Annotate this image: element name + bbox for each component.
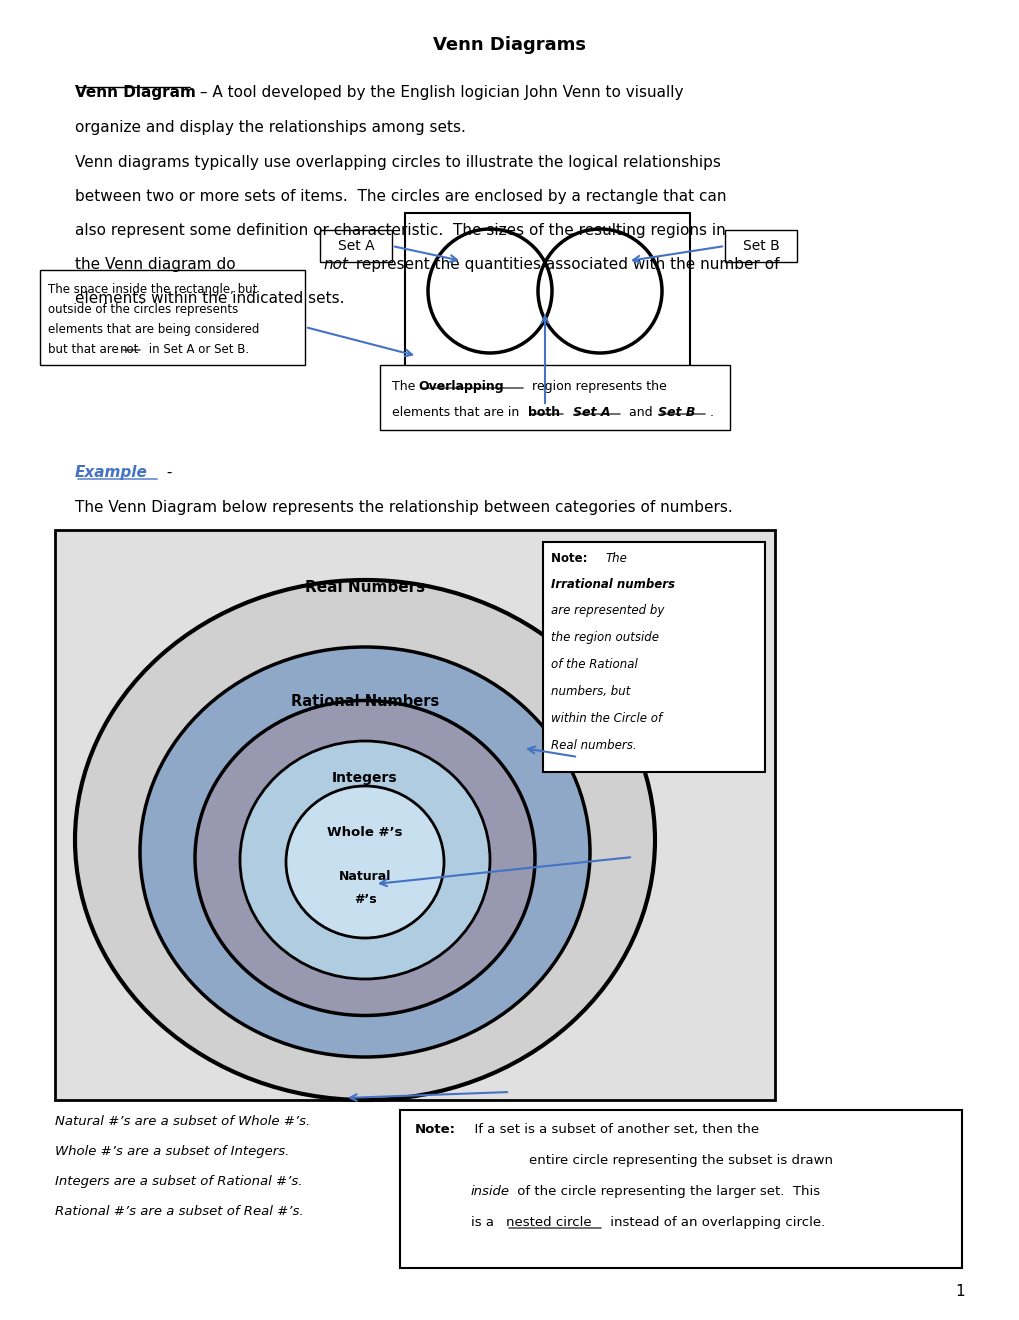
- Text: instead of an overlapping circle.: instead of an overlapping circle.: [605, 1216, 824, 1229]
- Text: represent the quantities associated with the number of: represent the quantities associated with…: [351, 257, 779, 272]
- FancyBboxPatch shape: [542, 543, 764, 772]
- Text: Whole #’s: Whole #’s: [327, 825, 403, 838]
- Text: Integers are a subset of Rational #’s.: Integers are a subset of Rational #’s.: [55, 1175, 303, 1188]
- Text: elements that are in: elements that are in: [391, 407, 523, 418]
- Ellipse shape: [239, 741, 489, 979]
- Text: not: not: [323, 257, 347, 272]
- Text: Integers: Integers: [332, 771, 397, 785]
- Text: region represents the: region represents the: [528, 380, 666, 393]
- Text: Natural: Natural: [338, 870, 391, 883]
- FancyBboxPatch shape: [725, 230, 796, 261]
- Ellipse shape: [75, 579, 654, 1100]
- Text: Set B: Set B: [657, 407, 695, 418]
- Text: Real Numbers: Real Numbers: [305, 581, 425, 595]
- Text: also represent some definition or characteristic.  The sizes of the resulting re: also represent some definition or charac…: [75, 223, 726, 238]
- Text: inside: inside: [471, 1185, 510, 1199]
- Text: Set B: Set B: [742, 239, 779, 253]
- Ellipse shape: [195, 701, 535, 1015]
- Text: Venn diagrams typically use overlapping circles to illustrate the logical relati: Venn diagrams typically use overlapping …: [75, 154, 720, 170]
- Text: Irrational numbers: Irrational numbers: [550, 578, 675, 591]
- Text: Whole #’s are a subset of Integers.: Whole #’s are a subset of Integers.: [55, 1144, 289, 1158]
- Text: organize and display the relationships among sets.: organize and display the relationships a…: [75, 120, 466, 135]
- Text: in Set A or Set B.: in Set A or Set B.: [145, 343, 249, 356]
- Text: Real numbers.: Real numbers.: [550, 739, 636, 752]
- Text: 1: 1: [954, 1284, 964, 1299]
- Text: If a set is a subset of another set, then the: If a set is a subset of another set, the…: [466, 1123, 758, 1137]
- Text: #’s: #’s: [354, 894, 376, 907]
- Text: The: The: [391, 380, 419, 393]
- Text: of the circle representing the larger set.  This: of the circle representing the larger se…: [513, 1185, 819, 1199]
- Text: .: .: [709, 407, 713, 418]
- Text: Rational #’s are a subset of Real #’s.: Rational #’s are a subset of Real #’s.: [55, 1205, 304, 1218]
- FancyBboxPatch shape: [405, 213, 689, 368]
- Text: The space inside the rectangle, but: The space inside the rectangle, but: [48, 282, 257, 296]
- Text: nested circle: nested circle: [505, 1216, 591, 1229]
- FancyBboxPatch shape: [40, 271, 305, 366]
- Text: Set A: Set A: [573, 407, 610, 418]
- Text: Natural #’s are a subset of Whole #’s.: Natural #’s are a subset of Whole #’s.: [55, 1115, 310, 1129]
- Text: -: -: [162, 465, 172, 480]
- Text: Set A: Set A: [337, 239, 374, 253]
- Text: Venn Diagrams: Venn Diagrams: [433, 36, 586, 54]
- FancyBboxPatch shape: [380, 366, 730, 430]
- Text: elements that are being considered: elements that are being considered: [48, 323, 259, 337]
- Text: but that are: but that are: [48, 343, 122, 356]
- FancyBboxPatch shape: [55, 531, 774, 1100]
- Text: not: not: [120, 343, 140, 356]
- Text: between two or more sets of items.  The circles are enclosed by a rectangle that: between two or more sets of items. The c…: [75, 189, 726, 205]
- Text: the region outside: the region outside: [550, 631, 658, 644]
- Text: Venn Diagram: Venn Diagram: [75, 84, 196, 100]
- FancyBboxPatch shape: [399, 1110, 961, 1269]
- FancyBboxPatch shape: [320, 230, 391, 261]
- Text: is a: is a: [471, 1216, 497, 1229]
- Text: numbers, but: numbers, but: [550, 685, 630, 698]
- Text: The: The: [604, 552, 627, 565]
- Text: entire circle representing the subset is drawn: entire circle representing the subset is…: [529, 1154, 833, 1167]
- Text: are represented by: are represented by: [550, 605, 663, 616]
- Text: within the Circle of: within the Circle of: [550, 711, 661, 725]
- Text: Note:: Note:: [550, 552, 595, 565]
- Text: of the Rational: of the Rational: [550, 657, 637, 671]
- Text: Overlapping: Overlapping: [418, 380, 503, 393]
- Text: the Venn diagram do: the Venn diagram do: [75, 257, 240, 272]
- Ellipse shape: [140, 647, 589, 1057]
- Text: Note:: Note:: [415, 1123, 455, 1137]
- Text: and: and: [625, 407, 656, 418]
- Text: both: both: [528, 407, 559, 418]
- Text: – A tool developed by the English logician John Venn to visually: – A tool developed by the English logici…: [195, 84, 683, 100]
- Text: outside of the circles represents: outside of the circles represents: [48, 304, 238, 315]
- Text: The Venn Diagram below represents the relationship between categories of numbers: The Venn Diagram below represents the re…: [75, 500, 732, 515]
- Text: elements within the indicated sets.: elements within the indicated sets.: [75, 290, 344, 306]
- Text: Rational Numbers: Rational Numbers: [290, 694, 439, 709]
- Ellipse shape: [285, 785, 443, 939]
- Text: Example: Example: [75, 465, 148, 480]
